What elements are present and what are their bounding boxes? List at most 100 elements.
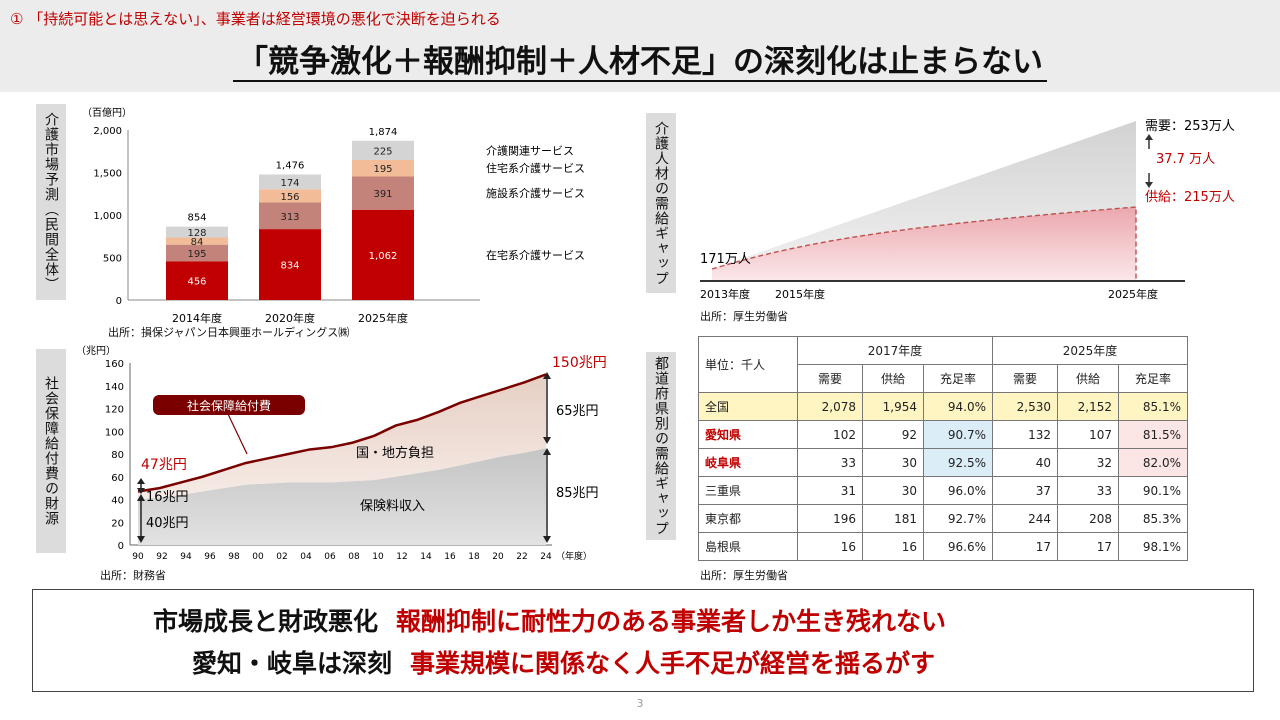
market-xtick: 2014年度 xyxy=(172,311,222,325)
social-40-label: 40兆円 xyxy=(146,516,189,531)
care-gap-side-label: 介護人材の需給ギャップ xyxy=(646,113,676,293)
market-source: 出所：損保ジャパン日本興亜ホールディングス㈱ xyxy=(108,326,350,339)
table-cell: 37 xyxy=(992,476,1058,505)
market-data-label: 225 xyxy=(373,146,392,157)
market-ytick: 500 xyxy=(103,254,122,265)
market-bar-segment xyxy=(166,237,228,245)
market-bar-segment xyxy=(166,261,228,300)
social-xtick: 24 xyxy=(540,552,552,562)
market-data-label: 391 xyxy=(373,189,392,200)
social-xtick: 18 xyxy=(468,552,480,562)
table-cell: 132 xyxy=(992,420,1058,449)
market-legend-label: 住宅系介護サービス xyxy=(486,161,585,175)
table-cell: 208 xyxy=(1057,504,1119,533)
table-col-supply-2017: 供給 xyxy=(862,364,924,393)
slide-subtitle: ① 「持続可能とは思えない」、事業者は経営環境の悪化で決断を迫られる xyxy=(10,10,501,28)
social-xtick: 92 xyxy=(156,552,167,562)
summary-line-2-key: 愛知・岐阜は深刻 xyxy=(192,649,393,678)
care-gap-xtick-2013: 2013年度 xyxy=(700,287,750,301)
care-gap-xtick-2025: 2025年度 xyxy=(1108,287,1158,301)
market-bar-segment xyxy=(259,189,321,203)
table-cell: 107 xyxy=(1057,420,1119,449)
social-tax-label: 国・地方負担 xyxy=(356,445,434,461)
social-xtick: 08 xyxy=(348,552,360,562)
header-band: ① 「持続可能とは思えない」、事業者は経営環境の悪化で決断を迫られる 「競争激化… xyxy=(0,0,1280,92)
social-150-label: 150兆円 xyxy=(552,355,607,371)
social-premium-label: 保険料収入 xyxy=(360,499,425,514)
care-gap-supply-label: 供給：215万人 xyxy=(1145,190,1235,205)
summary-line-2-value: 事業規模に関係なく人手不足が経営を揺るがす xyxy=(410,649,936,678)
market-bar-segment xyxy=(352,159,414,177)
social-xtick: 22 xyxy=(516,552,527,562)
market-legend-label: 施設系介護サービス xyxy=(486,186,585,200)
social-xtick: 16 xyxy=(444,552,456,562)
market-legend-label: 介護関連サービス xyxy=(486,143,574,157)
market-ytick: 0 xyxy=(116,296,122,307)
market-ytick: 1,000 xyxy=(93,211,122,222)
care-gap-demand-label: 需要：253万人 xyxy=(1145,119,1235,134)
social-ytick: 140 xyxy=(105,382,124,393)
slide-title: 「競争激化＋報酬抑制＋人材不足」の深刻化は止まらない xyxy=(0,36,1280,82)
table-row: 東京都 196 181 92.7% 244 208 85.3% xyxy=(698,504,1188,533)
market-bar-segment xyxy=(352,176,414,210)
table-cell: 196 xyxy=(797,504,863,533)
market-data-label: 195 xyxy=(187,249,206,260)
table-row-name: 愛知県 xyxy=(698,420,798,449)
social-xtick: 14 xyxy=(420,552,432,562)
market-total-label: 854 xyxy=(187,213,206,224)
table-cell: 94.0% xyxy=(923,392,993,421)
market-data-label: 174 xyxy=(280,178,299,189)
table-unit: 単位：千人 xyxy=(698,336,798,393)
social-xtick: 20 xyxy=(492,552,504,562)
market-total-label: 1,874 xyxy=(369,127,398,138)
market-data-label: 313 xyxy=(280,212,299,223)
table-row: 愛知県 102 92 90.7% 132 107 81.5% xyxy=(698,420,1188,449)
care-gap-supply-area xyxy=(712,207,1136,281)
market-bar-segment xyxy=(352,140,414,160)
market-data-label: 1,062 xyxy=(369,251,398,262)
prefecture-table: 単位：千人 2017年度 2025年度 需要 供給 充足率 需要 供給 充足率 … xyxy=(698,336,1188,561)
social-brackets xyxy=(137,372,551,543)
table-cell: 16 xyxy=(862,532,924,561)
table-cell: 2,152 xyxy=(1057,392,1119,421)
table-cell: 90.1% xyxy=(1118,476,1188,505)
social-xtick: 10 xyxy=(372,552,384,562)
social-side-label: 社会保障給付費の財源 xyxy=(36,349,66,553)
market-bar-segment xyxy=(259,229,321,300)
social-xtick: 96 xyxy=(204,552,216,562)
care-gap-xtick-2015: 2015年度 xyxy=(775,287,825,301)
table-row-name: 三重県 xyxy=(698,476,798,505)
social-ytick: 100 xyxy=(105,427,124,438)
market-unit: （百億円） xyxy=(82,106,132,119)
market-bar-segment xyxy=(259,174,321,190)
table-cell: 17 xyxy=(1057,532,1119,561)
table-cell: 1,954 xyxy=(862,392,924,421)
table-cell: 85.3% xyxy=(1118,504,1188,533)
social-xtick: 02 xyxy=(276,552,287,562)
table-cell: 244 xyxy=(992,504,1058,533)
prefecture-source: 出所：厚生労働省 xyxy=(700,569,788,582)
market-bar-segment xyxy=(259,202,321,230)
table-cell: 30 xyxy=(862,476,924,505)
social-xtick: 94 xyxy=(180,552,192,562)
table-cell: 33 xyxy=(1057,476,1119,505)
table-row: 岐阜県 33 30 92.5% 40 32 82.0% xyxy=(698,448,1188,477)
table-cell: 92.7% xyxy=(923,504,993,533)
table-cell: 92.5% xyxy=(923,448,993,477)
table-cell: 32 xyxy=(1057,448,1119,477)
summary-line-1: 市場成長と財政悪化 報酬抑制に耐性力のある事業者しか生き残れない xyxy=(153,602,946,638)
market-data-label: 195 xyxy=(373,164,392,175)
market-bar-segment xyxy=(166,226,228,238)
slide-title-text: 「競争激化＋報酬抑制＋人材不足」の深刻化は止まらない xyxy=(233,44,1047,82)
social-xtick: 04 xyxy=(300,552,312,562)
table-cell: 31 xyxy=(797,476,863,505)
table-cell: 96.6% xyxy=(923,532,993,561)
table-row: 全国 2,078 1,954 94.0% 2,530 2,152 85.1% xyxy=(698,392,1188,421)
social-ytick: 40 xyxy=(111,496,124,507)
summary-line-1-value: 報酬抑制に耐性力のある事業者しか生き残れない xyxy=(396,607,947,636)
table-col-demand-2017: 需要 xyxy=(797,364,863,393)
market-ytick: 2,000 xyxy=(93,126,122,137)
table-cell: 81.5% xyxy=(1118,420,1188,449)
table-cell: 2,078 xyxy=(797,392,863,421)
